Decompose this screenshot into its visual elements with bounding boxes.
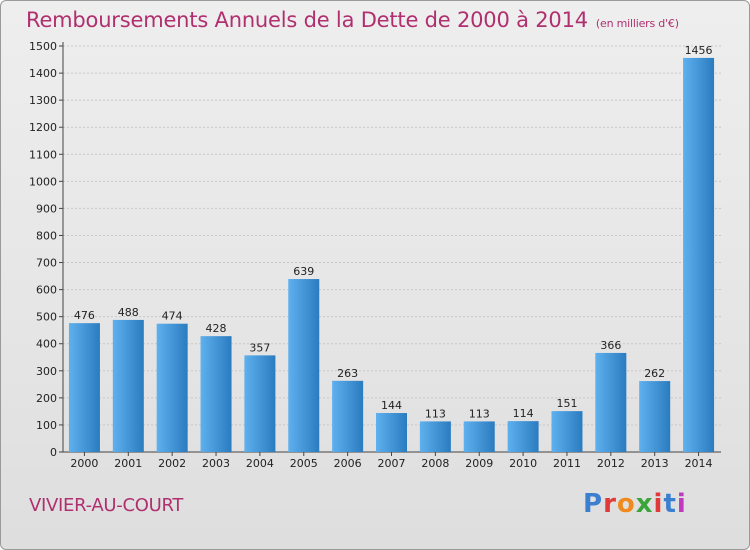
y-tick-label: 900 — [36, 202, 57, 215]
bar-2006 — [332, 380, 364, 452]
y-tick-label: 1400 — [29, 67, 57, 80]
y-tick-label: 1000 — [29, 175, 57, 188]
bar-2001 — [112, 319, 144, 452]
data-label: 488 — [118, 306, 139, 319]
x-tick-label: 2009 — [465, 457, 493, 470]
bar-2004 — [244, 355, 276, 452]
data-label: 113 — [425, 407, 446, 420]
y-tick-label: 0 — [50, 446, 57, 459]
bar-2002 — [156, 323, 188, 452]
x-tick-label: 2003 — [202, 457, 230, 470]
data-label: 428 — [206, 322, 227, 335]
x-tick-label: 2008 — [421, 457, 449, 470]
y-tick-label: 1300 — [29, 94, 57, 107]
y-tick-label: 700 — [36, 257, 57, 270]
logo-letter: i — [676, 489, 687, 519]
data-label: 144 — [381, 399, 402, 412]
y-tick-label: 1200 — [29, 121, 57, 134]
bar-2003 — [200, 336, 232, 452]
chart-unit-note: (en milliers d'€) — [595, 17, 679, 30]
x-tick-label: 2007 — [378, 457, 406, 470]
data-label: 262 — [644, 367, 665, 380]
x-tick-label: 2014 — [685, 457, 713, 470]
x-tick-label: 2004 — [246, 457, 274, 470]
y-tick-label: 100 — [36, 419, 57, 432]
bar-2005 — [288, 279, 320, 452]
y-tick-label: 400 — [36, 338, 57, 351]
data-label: 639 — [293, 265, 314, 278]
bar-2007 — [376, 413, 407, 452]
data-label: 113 — [469, 407, 490, 420]
bar-2000 — [68, 323, 100, 452]
logo-letter: o — [616, 489, 636, 519]
data-label: 476 — [74, 309, 95, 322]
x-tick-label: 2005 — [290, 457, 318, 470]
place-name: VIVIER-AU-COURT — [29, 495, 184, 516]
y-tick-label: 800 — [36, 229, 57, 242]
y-tick-label: 300 — [36, 365, 57, 378]
x-tick-label: 2013 — [641, 457, 669, 470]
data-label: 114 — [513, 407, 534, 420]
chart-title: Remboursements Annuels de la Dette de 20… — [26, 8, 679, 32]
data-label: 263 — [337, 367, 358, 380]
logo-letter: P — [583, 489, 604, 519]
bar-2008 — [419, 421, 451, 452]
data-label: 366 — [600, 339, 621, 352]
x-tick-label: 2000 — [70, 457, 98, 470]
bar-2013 — [639, 381, 671, 452]
x-tick-label: 2006 — [334, 457, 362, 470]
bar-2012 — [595, 352, 627, 452]
logo-letter: r — [603, 489, 617, 519]
y-tick-label: 1500 — [29, 40, 57, 53]
proxiti-logo[interactable]: Proxiti — [583, 489, 687, 519]
chart-title-text: Remboursements Annuels de la Dette de 20… — [26, 8, 588, 32]
x-tick-label: 2011 — [553, 457, 581, 470]
data-label: 151 — [556, 397, 577, 410]
y-tick-label: 1100 — [29, 148, 57, 161]
data-label: 357 — [249, 341, 270, 354]
bar-2011 — [551, 411, 583, 452]
y-tick-label: 600 — [36, 284, 57, 297]
bar-2014 — [683, 57, 715, 452]
x-tick-label: 2002 — [158, 457, 186, 470]
data-label: 1456 — [685, 44, 713, 57]
x-tick-label: 2010 — [509, 457, 537, 470]
logo-letter: i — [653, 489, 664, 519]
y-tick-label: 500 — [36, 311, 57, 324]
y-tick-label: 200 — [36, 392, 57, 405]
data-label: 474 — [162, 310, 183, 323]
logo-letter: x — [635, 489, 654, 519]
bar-2009 — [463, 421, 495, 452]
logo-letter: t — [663, 489, 677, 519]
x-tick-label: 2001 — [114, 457, 142, 470]
bar-2010 — [507, 421, 539, 452]
x-tick-label: 2012 — [597, 457, 625, 470]
